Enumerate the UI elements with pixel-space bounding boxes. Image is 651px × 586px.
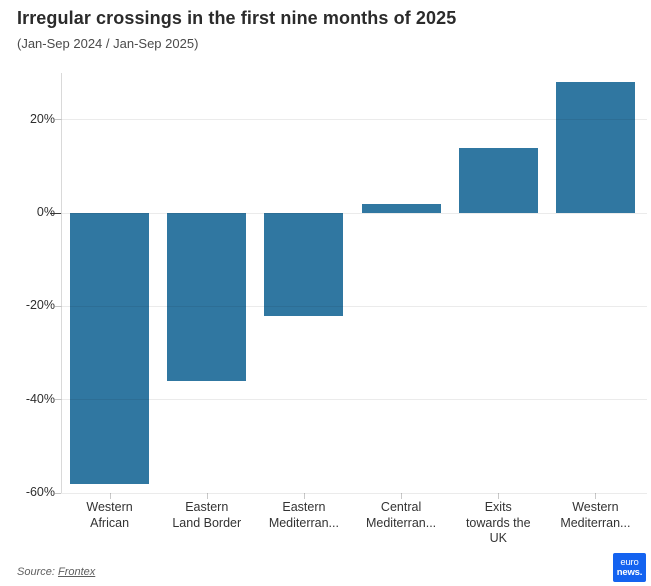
y-tick--20% bbox=[55, 305, 61, 307]
x-axis-label-western-african: Western African bbox=[86, 500, 133, 530]
source-link[interactable]: Frontex bbox=[57, 566, 96, 578]
y-axis-label--20%: -20% bbox=[25, 298, 55, 313]
y-axis-label-0%: 0% bbox=[36, 205, 55, 219]
x-axis-label-exits-towards-the-uk: Exits towards the UK bbox=[465, 500, 531, 545]
y-tick--40% bbox=[55, 399, 61, 401]
y-tick--60% bbox=[55, 492, 61, 494]
x-axis-label-eastern-mediterran: Eastern Mediterran... bbox=[268, 500, 339, 530]
x-tick-eastern-land-border bbox=[206, 493, 208, 499]
bar-western-african bbox=[70, 213, 150, 484]
x-tick-eastern-mediterran bbox=[303, 493, 305, 499]
source-note: Source: Frontex bbox=[17, 566, 95, 578]
y-axis-label-20%: 20% bbox=[29, 111, 55, 126]
gridline--60% bbox=[61, 492, 647, 494]
x-axis-label-western-mediterran: Western Mediterran... bbox=[560, 500, 631, 530]
euronews-logo-line1: euro bbox=[620, 557, 639, 568]
x-tick-central-mediterran bbox=[401, 493, 403, 499]
gridline-0% bbox=[61, 212, 647, 214]
gridline--20% bbox=[61, 305, 647, 307]
x-tick-western-african bbox=[109, 493, 111, 499]
chart-title: Irregular crossings in the first nine mo… bbox=[17, 8, 457, 28]
chart-subtitle: (Jan-Sep 2024 / Jan-Sep 2025) bbox=[17, 36, 199, 51]
gridline--40% bbox=[61, 399, 647, 401]
bar-eastern-mediterran bbox=[264, 213, 344, 316]
bar-eastern-land-border bbox=[167, 213, 247, 381]
y-axis-label--60%: -60% bbox=[25, 485, 55, 499]
gridline-20% bbox=[61, 119, 647, 121]
bar-western-mediterran bbox=[555, 82, 635, 213]
bar-central-mediterran bbox=[361, 203, 441, 213]
source-label: Source: bbox=[17, 566, 55, 578]
y-axis-line bbox=[61, 73, 62, 493]
x-axis-label-central-mediterran: Central Mediterran... bbox=[365, 500, 437, 530]
bar-exits-towards-the-uk bbox=[458, 147, 538, 213]
y-axis-label--40%: -40% bbox=[25, 391, 55, 406]
x-tick-exits-towards-the-uk bbox=[498, 493, 500, 499]
y-tick-20% bbox=[55, 119, 61, 121]
x-tick-western-mediterran bbox=[595, 493, 597, 499]
euronews-logo[interactable]: euro news. bbox=[613, 553, 646, 582]
x-axis-label-eastern-land-border: Eastern Land Border bbox=[172, 500, 242, 530]
y-tick-0% bbox=[50, 212, 61, 214]
euronews-logo-line2: news. bbox=[616, 566, 643, 578]
